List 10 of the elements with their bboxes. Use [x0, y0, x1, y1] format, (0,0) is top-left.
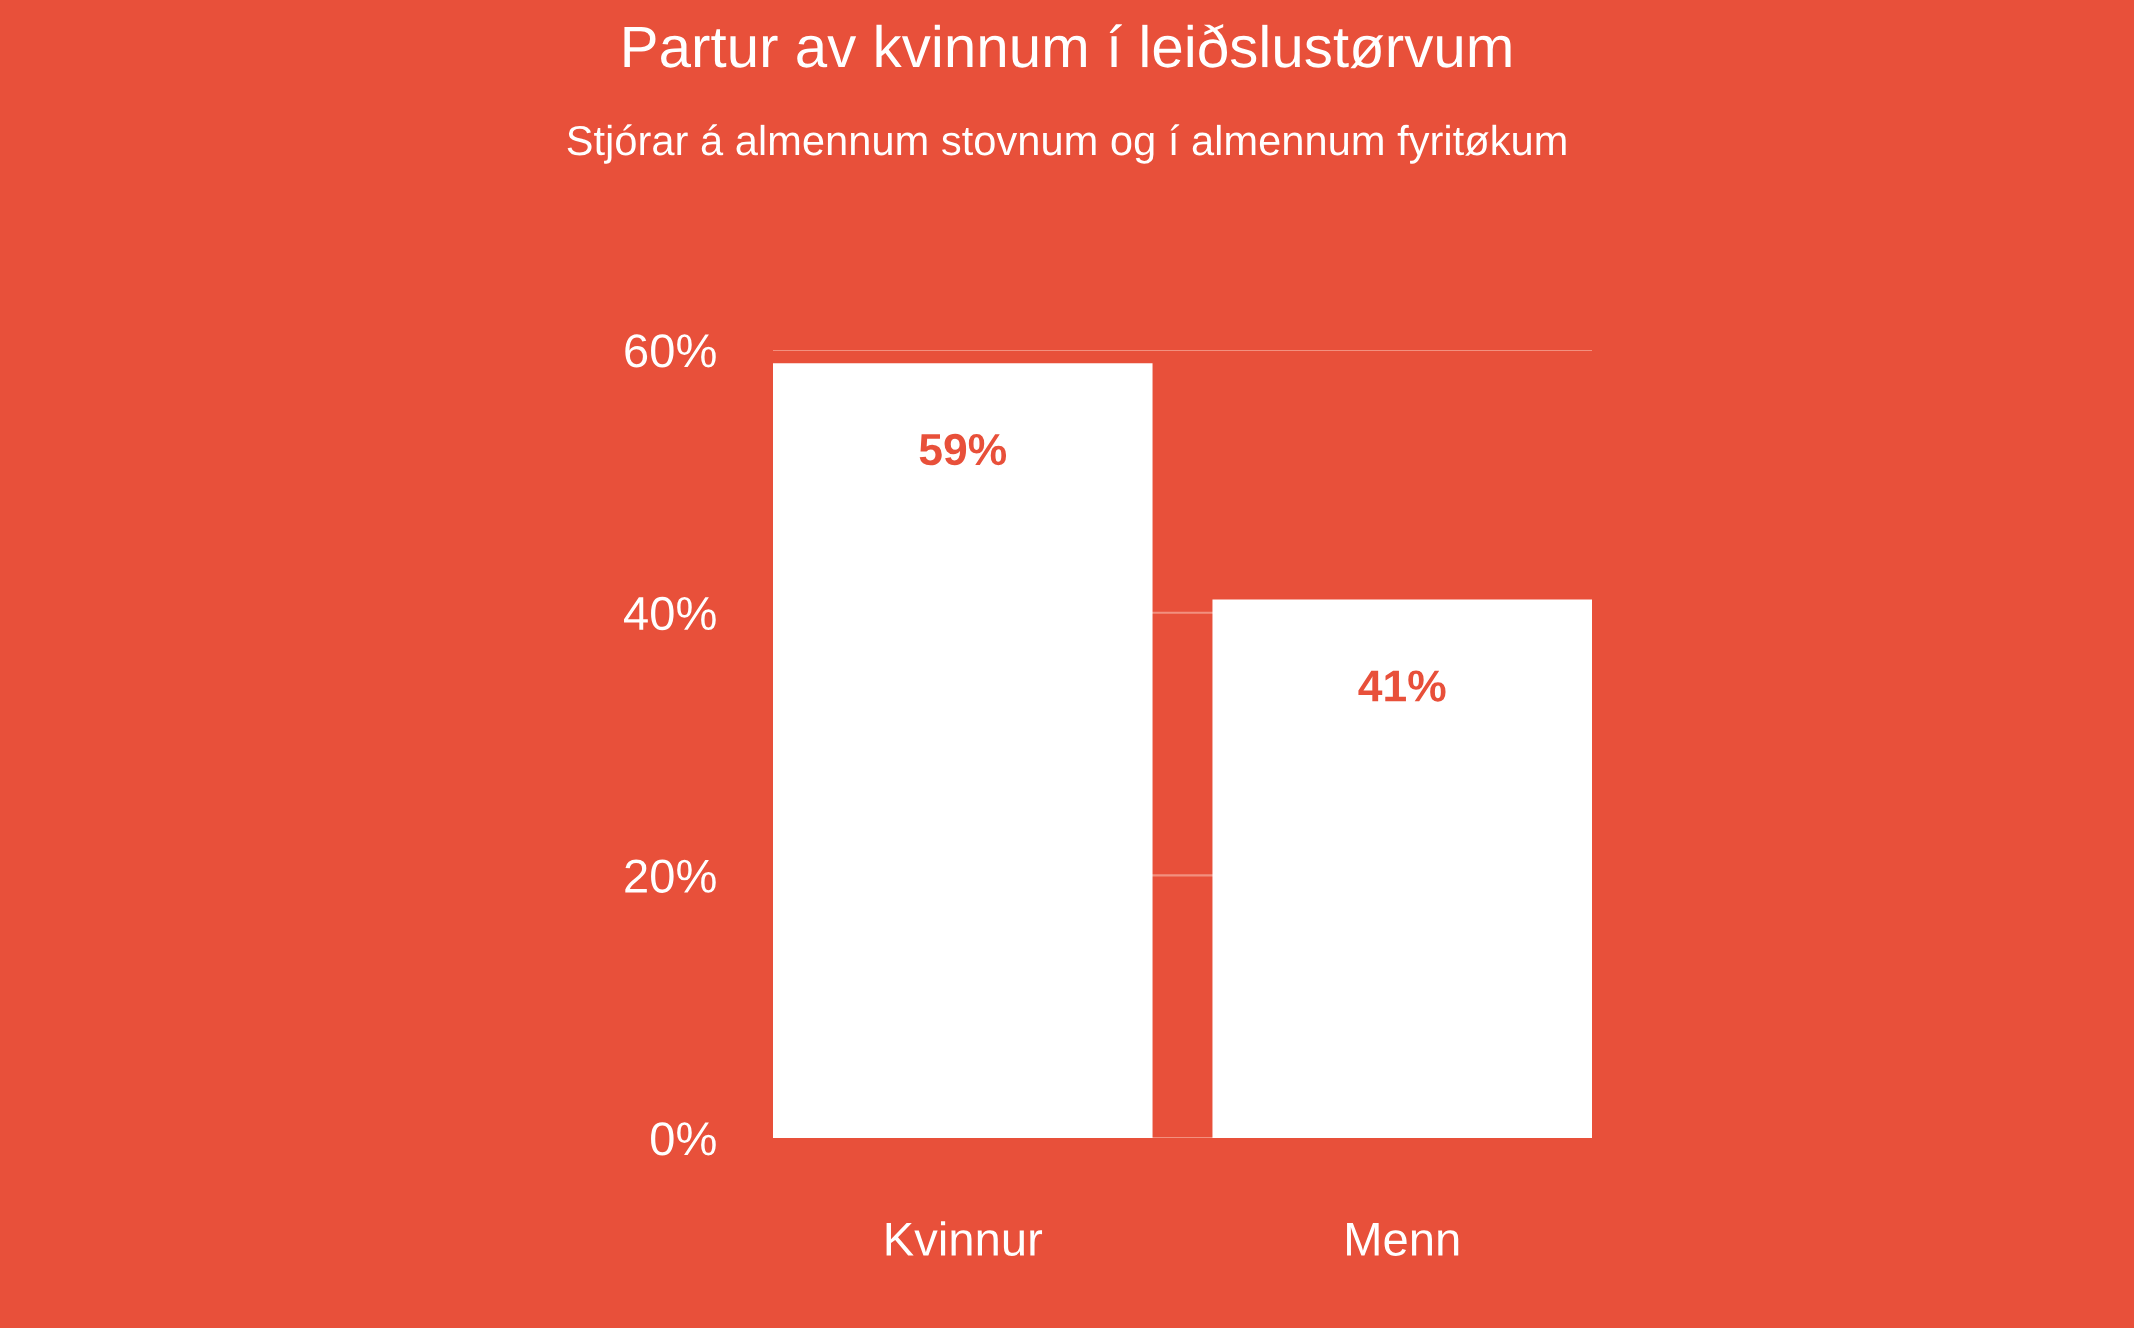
y-tick-label: 20%: [625, 859, 716, 893]
chart-subtitle: Stjórar á almennum stovnum og í almennum fyritøkum: [567, 124, 1566, 164]
y-tick-label: 60%: [625, 334, 716, 368]
x-tick-label: Menn: [1347, 1223, 1459, 1257]
y-tick-label: 40%: [624, 596, 716, 631]
y-tick-label: 0%: [651, 1122, 716, 1156]
data-label: 59%: [919, 433, 1007, 466]
chart-title: Partur av kvinnum í leiðslustørvum: [624, 23, 1511, 69]
x-tick-label: Kvinnur: [886, 1221, 1043, 1257]
data-label: 41%: [1358, 670, 1446, 702]
